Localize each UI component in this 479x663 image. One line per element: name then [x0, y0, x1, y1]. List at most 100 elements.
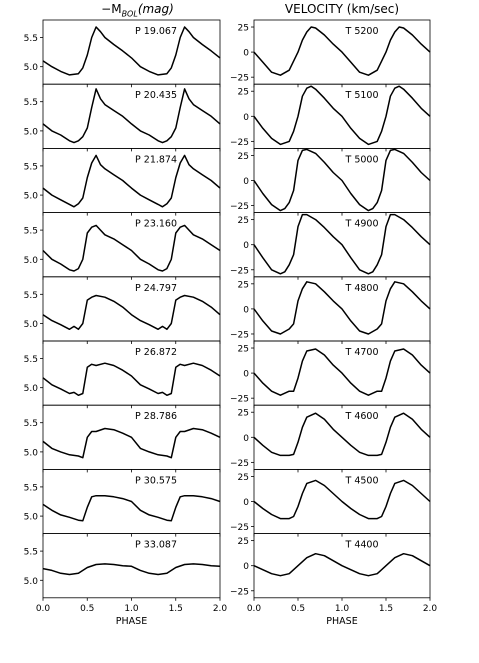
panel-frame	[42, 276, 221, 342]
y-tick-label: −25	[230, 330, 249, 340]
y-tick-label: 5.0	[24, 192, 39, 202]
series-line	[253, 479, 431, 520]
y-tick-label: −25	[230, 202, 249, 212]
series-line	[42, 154, 221, 208]
y-tick-label: 5.0	[24, 577, 39, 587]
y-tick-label: 5.0	[24, 448, 39, 458]
series-line	[253, 348, 431, 396]
y-tick-label: −25	[230, 138, 249, 148]
panel-label: P 23.160	[135, 219, 177, 230]
y-tick-label: 5.0	[24, 320, 39, 330]
x-tick-label: 2.0	[213, 604, 228, 614]
x-tick-label: 1.0	[335, 604, 350, 614]
x-axis-label: PHASE	[116, 616, 147, 627]
series-line	[42, 88, 221, 144]
y-tick-label: 25	[238, 88, 249, 98]
y-tick-label: 25	[238, 152, 249, 162]
y-tick-label: 25	[238, 24, 249, 34]
panel-label: T 4700	[345, 347, 379, 358]
y-tick-label: 5.5	[24, 34, 38, 44]
y-tick-label: 0	[243, 562, 249, 572]
y-tick-label: 0	[243, 177, 249, 187]
panel-label: T 4400	[345, 540, 379, 551]
series-line	[253, 412, 431, 457]
y-tick-label: 0	[243, 49, 249, 59]
y-tick-label: 5.5	[24, 419, 38, 429]
series-line	[42, 224, 221, 272]
y-tick-label: 25	[238, 280, 249, 290]
series-line	[42, 26, 221, 76]
panel-label: T 5200	[345, 26, 379, 37]
series-line	[42, 427, 221, 459]
panel-label: P 28.786	[135, 411, 177, 422]
y-tick-label: 0	[243, 434, 249, 444]
x-tick-label: 0.5	[80, 604, 94, 614]
panel-label: T 4500	[345, 475, 379, 486]
series-line	[253, 26, 431, 76]
y-tick-label: 5.5	[24, 162, 38, 172]
panel-label: P 33.087	[135, 540, 177, 551]
y-tick-label: 25	[238, 409, 249, 419]
y-tick-label: −25	[230, 266, 249, 276]
panel-label: P 30.575	[135, 475, 177, 486]
y-tick-label: −25	[230, 395, 249, 405]
y-tick-label: 0	[243, 305, 249, 315]
y-tick-label: 5.5	[24, 548, 38, 558]
panel-label: P 20.435	[135, 90, 177, 101]
y-tick-label: 0	[243, 241, 249, 251]
panel-label: T 4900	[345, 219, 379, 230]
series-line	[253, 85, 431, 146]
y-tick-label: 0	[243, 498, 249, 508]
panel-frame	[42, 340, 221, 406]
series-line	[253, 148, 431, 212]
series-line	[42, 362, 221, 397]
y-tick-label: 25	[238, 537, 249, 547]
panel-label: T 4600	[345, 411, 379, 422]
x-tick-label: 0.5	[291, 604, 305, 614]
y-tick-label: 25	[238, 216, 249, 226]
y-tick-label: 5.0	[24, 513, 39, 523]
x-tick-label: 1.5	[169, 604, 183, 614]
y-tick-label: 0	[243, 113, 249, 123]
panel-label: T 4800	[345, 283, 379, 294]
y-tick-label: −25	[230, 523, 249, 533]
series-line	[42, 294, 221, 331]
panel-label: P 19.067	[135, 26, 177, 37]
panel-label: T 5100	[345, 90, 379, 101]
y-tick-label: 25	[238, 473, 249, 483]
right-column-title: VELOCITY (km/sec)	[284, 2, 400, 16]
y-tick-label: 5.0	[24, 63, 39, 73]
y-tick-label: 5.0	[24, 127, 39, 137]
panel-label: P 26.872	[135, 347, 177, 358]
x-tick-label: 0.0	[247, 604, 262, 614]
x-tick-label: 0.0	[36, 604, 51, 614]
y-tick-label: −25	[230, 459, 249, 469]
panel-label: P 21.874	[135, 154, 177, 165]
x-axis-label: PHASE	[326, 616, 357, 627]
panel-frame	[42, 212, 221, 278]
x-tick-label: 2.0	[423, 604, 438, 614]
y-tick-label: −25	[230, 587, 249, 597]
y-tick-label: 5.0	[24, 256, 39, 266]
series-line	[253, 213, 431, 275]
x-tick-label: 1.5	[379, 604, 393, 614]
y-tick-label: 5.5	[24, 483, 38, 493]
panel-label: P 24.797	[135, 283, 177, 294]
x-tick-label: 1.0	[124, 604, 139, 614]
y-tick-label: 0	[243, 370, 249, 380]
y-tick-label: −25	[230, 74, 249, 84]
series-line	[42, 563, 221, 576]
y-tick-label: 5.0	[24, 384, 39, 394]
panel-frame	[42, 147, 221, 213]
series-line	[42, 494, 221, 522]
series-line	[253, 281, 431, 335]
y-tick-label: 5.5	[24, 227, 38, 237]
panel-label: T 5000	[345, 154, 379, 165]
panel-frame	[42, 83, 221, 149]
y-tick-label: 5.5	[24, 98, 38, 108]
y-tick-label: 5.5	[24, 291, 38, 301]
series-line	[253, 552, 431, 577]
y-tick-label: 5.5	[24, 355, 38, 365]
left-column-title: −MBOL(mag)	[101, 2, 174, 19]
